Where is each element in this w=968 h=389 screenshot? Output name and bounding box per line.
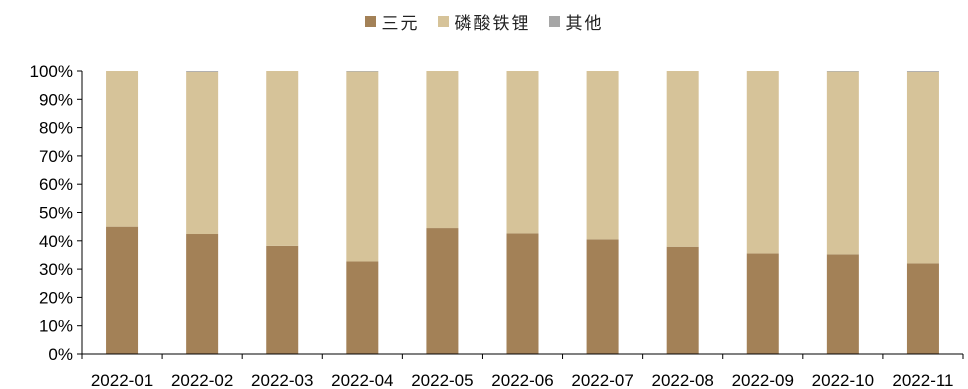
y-tick-label: 40% (39, 232, 73, 251)
bar-segment-2022-03-series-0 (266, 245, 299, 354)
bar-segment-2022-11-series-0 (906, 263, 939, 354)
y-tick-label: 10% (39, 317, 73, 336)
bar-segment-2022-03-series-1 (266, 71, 299, 246)
bar-segment-2022-02-series-0 (186, 234, 219, 354)
y-tick-label: 30% (39, 260, 73, 279)
bar-segment-2022-04-series-2 (346, 71, 379, 72)
bar-segment-2022-05-series-1 (426, 71, 459, 229)
bar-segment-2022-06-series-0 (506, 233, 539, 354)
y-tick-label: 50% (39, 204, 73, 223)
legend-swatch-lfp (437, 16, 449, 27)
y-tick-label: 20% (39, 288, 73, 307)
y-tick-label: 100% (30, 62, 73, 81)
bar-segment-2022-01-series-0 (106, 226, 139, 354)
bar-segment-2022-07-series-1 (586, 71, 619, 240)
x-axis: 2022-01 2022-02 2022-03 2022-04 2022-05 2022-… (81, 353, 964, 389)
bar-segment-2022-09-series-0 (746, 253, 779, 354)
y-tick-label: 90% (39, 90, 73, 109)
bar-segment-2022-11-series-2 (906, 71, 939, 72)
x-tick-label: 2022-08 (651, 371, 713, 389)
bar-segment-2022-02-series-1 (186, 71, 219, 235)
x-tick-label: 2022-02 (171, 371, 233, 389)
x-tick-label: 2022-09 (732, 371, 794, 389)
legend-item-other: 其他 (548, 9, 604, 34)
y-tick-label: 70% (39, 147, 73, 166)
x-tick-label: 2022-11 (892, 371, 953, 389)
bar-segment-2022-07-series-0 (586, 239, 619, 354)
x-tick-label: 2022-07 (571, 371, 633, 389)
y-tick-label: 60% (39, 175, 73, 194)
legend-label-lfp: 磷酸铁锂 (454, 14, 531, 34)
bar-segment-2022-05-series-0 (426, 228, 459, 354)
y-tick-label: 80% (39, 119, 73, 138)
bar-segment-2022-04-series-1 (346, 71, 379, 262)
bar-segment-2022-08-series-1 (666, 71, 699, 247)
legend-label-ternary: 三元 (381, 14, 420, 34)
x-tick-label: 2022-03 (251, 371, 313, 389)
legend-item-lfp: 磷酸铁锂 (437, 9, 531, 34)
bar-segment-2022-10-series-0 (826, 254, 859, 354)
legend-item-ternary: 三元 (364, 9, 420, 34)
y-tick-label: 0% (48, 345, 73, 364)
legend: 三元 磷酸铁锂 其他 (0, 9, 968, 34)
bar-segment-2022-01-series-1 (106, 71, 139, 227)
legend-swatch-other (548, 16, 560, 27)
bar-segment-2022-06-series-1 (506, 71, 539, 234)
bar-segment-2022-10-series-2 (826, 71, 859, 72)
bar-segment-2022-11-series-1 (906, 71, 939, 264)
x-tick-label: 2022-05 (411, 371, 473, 389)
x-tick-label: 2022-01 (91, 371, 153, 389)
bar-segment-2022-04-series-0 (346, 261, 379, 354)
legend-label-other: 其他 (565, 14, 604, 34)
bar-segment-2022-09-series-1 (746, 71, 779, 254)
y-axis: 0% 10% 20% 30% 40% 50% 60% 70% 80% 90% 100% (30, 62, 83, 364)
bars-group (106, 71, 939, 354)
bar-segment-2022-10-series-1 (826, 71, 859, 255)
x-tick-label: 2022-06 (491, 371, 553, 389)
x-tick-label: 2022-10 (812, 371, 874, 389)
legend-swatch-ternary (364, 16, 376, 27)
x-tick-label: 2022-04 (331, 371, 393, 389)
bar-segment-2022-02-series-2 (186, 71, 219, 72)
bar-segment-2022-08-series-0 (666, 246, 699, 354)
